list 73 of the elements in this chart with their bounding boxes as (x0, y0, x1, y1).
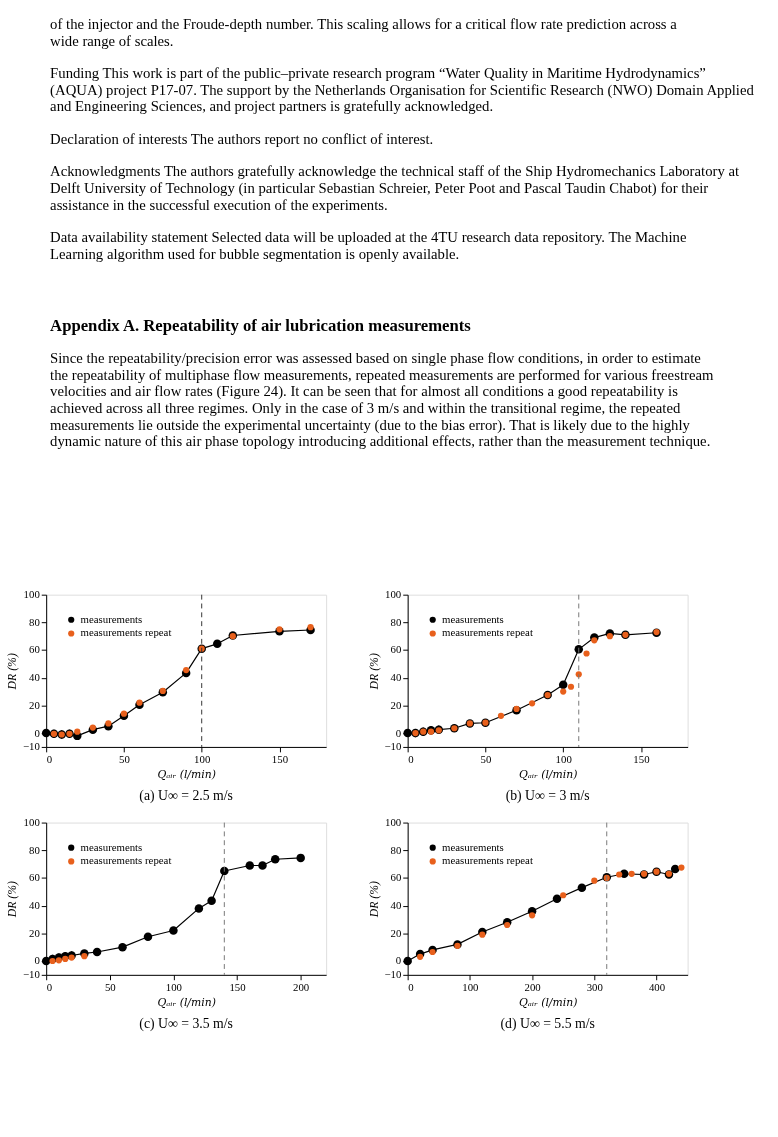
y-tick-label: 0 (34, 726, 40, 739)
y-axis-title: DR (%) (6, 880, 20, 919)
y-tick-label: 40 (28, 899, 40, 912)
y-tick-label: 0 (34, 954, 40, 967)
y-tick-label: 20 (28, 698, 40, 711)
text: (d) U∞ = 5.5 m/s (500, 1015, 595, 1032)
text: (c) U∞ = 3.5 m/s (139, 1015, 233, 1032)
legend-label: measurements (80, 612, 143, 625)
y-tick-label: 100 (23, 588, 40, 601)
legend-label: measurements (442, 612, 504, 625)
y-tick-label: 80 (28, 843, 40, 856)
x-tick-label: 50 (480, 753, 492, 766)
text: Since the repeatability/precision error was assessed based on single phase flow conditions, in order to estimate the repeatability of multiphase flow measurements, repeated measurements are performed for various freestream velocities and air flow rates (Figure 24). It can be seen that for almost all conditions a good repeatability is achieved across all three regimes. Only in the case of 3 m/s and within the transitional regime, the repeated measurements lie outside the experimental uncertainty (due to the bias error). That is likely due to the highly dynamic nature of this air phase topology introducing additional effects, rather than the measurement technique. (50, 349, 714, 450)
y-tick-label: 80 (28, 615, 40, 628)
y-tick-label: 40 (390, 671, 402, 684)
y-tick-label: 20 (390, 698, 402, 711)
legend-label: measurements repeat (442, 626, 533, 639)
y-tick-label: 80 (390, 843, 402, 856)
y-tick-label: −10 (22, 968, 40, 981)
y-tick-label: 100 (385, 588, 402, 601)
y-tick-label: 40 (28, 671, 40, 684)
x-tick-label: 100 (462, 981, 479, 994)
y-tick-label: 20 (390, 926, 402, 939)
y-axis-title: DR (%) (6, 653, 20, 691)
x-tick-label: 200 (524, 981, 541, 994)
y-tick-label: 100 (385, 816, 402, 829)
x-tick-label: 100 (194, 753, 211, 766)
x-axis-title: Qₐᵢᵣ (l/min) (518, 767, 578, 781)
x-tick-label: 50 (104, 981, 116, 994)
x-axis-title: Qₐᵢᵣ (l/min) (518, 995, 578, 1009)
legend-label: measurements (80, 840, 143, 853)
y-tick-label: 60 (28, 871, 40, 884)
y-tick-label: −10 (384, 740, 402, 753)
text: Funding This work is part of the public–private research program “Water Quality in Maritime Hydrodynamics” (AQUA) project P17-07. The support by the Netherlands Organisation for Scientific Research (NWO) Domain Applied and Engineering Sciences, and project partners is gratefully acknowledged. (50, 64, 755, 115)
y-tick-label: 60 (390, 643, 402, 656)
legend-label: measurements repeat (80, 854, 172, 867)
x-tick-label: 150 (229, 981, 246, 994)
text: Declaration of interests The authors report no conflict of interest. (50, 130, 434, 147)
y-tick-label: −10 (384, 968, 402, 981)
x-tick-label: 0 (46, 753, 53, 766)
legend-label: measurements repeat (80, 626, 172, 639)
y-tick-label: 100 (23, 816, 40, 829)
x-tick-label: 200 (293, 981, 310, 994)
text: (b) U∞ = 3 m/s (505, 787, 590, 804)
y-tick-label: 0 (395, 726, 402, 739)
y-tick-label: 80 (390, 615, 402, 628)
y-tick-label: 60 (390, 871, 402, 884)
text: (a) U∞ = 2.5 m/s (139, 787, 233, 804)
x-tick-label: 0 (46, 981, 53, 994)
x-axis-title: Qₐᵢᵣ (l/min) (157, 767, 216, 781)
y-axis-title: DR (%) (367, 880, 381, 919)
y-tick-label: 0 (395, 954, 402, 967)
y-axis-title: DR (%) (367, 653, 381, 691)
y-tick-label: 60 (28, 643, 40, 656)
x-tick-label: 100 (165, 981, 183, 994)
y-tick-label: 20 (28, 926, 40, 939)
x-tick-label: 0 (408, 753, 414, 766)
x-tick-label: 50 (119, 753, 130, 766)
x-tick-label: 0 (408, 981, 414, 994)
text: Acknowledgments The authors gratefully acknowledge the technical staff of the Ship Hydromechanics Laboratory at Delft University of Technology (in particular Sebastian Schreier, Peter Poot and Pascal Taudin Chabot) for their assistance in the successful execution of the experiments. (50, 163, 740, 213)
y-tick-label: −10 (22, 740, 40, 753)
y-tick-label: 40 (390, 899, 402, 912)
legend-label: measurements repeat (442, 854, 533, 867)
legend-label: measurements (442, 840, 504, 853)
x-tick-label: 150 (633, 753, 650, 766)
text: of the injector and the Froude-depth number. This scaling allows for a critical flow rate prediction across a wide range of scales. (50, 15, 678, 49)
x-tick-label: 300 (586, 981, 603, 994)
x-tick-label: 150 (271, 753, 289, 766)
x-axis-title: Qₐᵢᵣ (l/min) (157, 995, 216, 1009)
x-tick-label: 100 (555, 753, 572, 766)
text: Appendix A. Repeatability of air lubrication measurements (50, 316, 472, 336)
text: Data availability statement Selected data will be uploaded at the 4TU research data repository. The Machine Learning algorithm used for bubble segmentation is openly available. (50, 229, 687, 262)
x-tick-label: 400 (648, 981, 666, 994)
